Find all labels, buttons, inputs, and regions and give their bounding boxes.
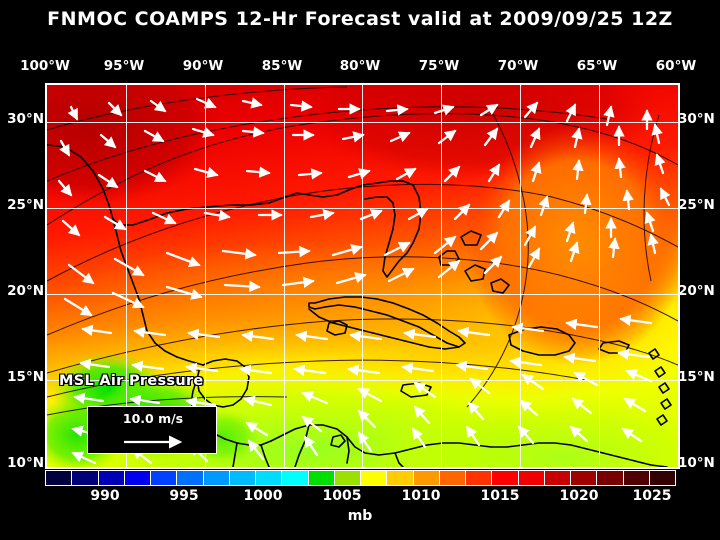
colorbar-segment-13 (387, 471, 414, 485)
lon-label-60w: 60°W (655, 58, 697, 74)
gridline-lon-75w (441, 85, 442, 467)
colorbar-segment-8 (256, 471, 283, 485)
colorbar-segment-7 (229, 471, 256, 485)
field-label: MSL Air Pressure (59, 373, 204, 389)
gridline-lon-90w (205, 85, 206, 467)
colorbar-segment-17 (492, 471, 519, 485)
colorbar-segment-0 (46, 471, 73, 485)
colorbar-tick-990: 990 (90, 488, 120, 504)
colorbar-segment-23 (649, 471, 675, 485)
lat-label-left-25n: 25°N (7, 197, 44, 213)
lon-label-100w: 100°W (20, 58, 70, 74)
lon-label-70w: 70°W (497, 58, 539, 74)
page-title: FNMOC COAMPS 12-Hr Forecast valid at 200… (47, 8, 673, 30)
lon-label-85w: 85°W (261, 58, 303, 74)
gridline-lon-95w (126, 85, 127, 467)
colorbar-segment-12 (361, 471, 388, 485)
lat-label-left-20n: 20°N (7, 283, 44, 299)
colorbar-segment-14 (413, 471, 440, 485)
colorbar-segment-3 (124, 471, 151, 485)
colorbar-segment-6 (203, 471, 230, 485)
colorbar-tick-1020: 1020 (559, 488, 599, 504)
gridline-lon-85w (284, 85, 285, 467)
gridline-lat-15n (47, 380, 678, 381)
lat-label-right-30n: 30°N (678, 111, 715, 127)
gridline-lat-25n (47, 208, 678, 209)
colorbar-tick-995: 995 (169, 488, 199, 504)
colorbar-tick-1025: 1025 (632, 488, 672, 504)
gridline-lat-30n (47, 122, 678, 123)
gridline-lon-80w (362, 85, 363, 467)
lat-label-left-10n: 10°N (7, 455, 44, 471)
colorbar-segment-16 (466, 471, 493, 485)
lat-label-right-20n: 20°N (678, 283, 715, 299)
colorbar-unit-label: mb (347, 508, 373, 524)
colorbar-segment-20 (571, 471, 598, 485)
lat-label-left-15n: 15°N (7, 369, 44, 385)
colorbar-segment-10 (308, 471, 335, 485)
colorbar-segment-18 (518, 471, 545, 485)
colorbar-segment-21 (597, 471, 624, 485)
lat-label-right-15n: 15°N (678, 369, 715, 385)
colorbar-tick-1015: 1015 (480, 488, 520, 504)
map-canvas: MSL Air Pressure 10.0 m/s (47, 85, 678, 467)
gridline-lon-70w (520, 85, 521, 467)
colorbar-tick-1005: 1005 (322, 488, 362, 504)
lat-label-right-25n: 25°N (678, 197, 715, 213)
colorbar-segment-19 (544, 471, 571, 485)
lat-label-left-30n: 30°N (7, 111, 44, 127)
lon-label-75w: 75°W (418, 58, 460, 74)
lat-label-right-10n: 10°N (678, 455, 715, 471)
colorbar-segment-15 (439, 471, 466, 485)
right-arrow-icon (88, 433, 218, 451)
vector-scale-box: 10.0 m/s (87, 406, 217, 454)
colorbar-tick-1000: 1000 (243, 488, 283, 504)
colorbar-segment-2 (98, 471, 125, 485)
colorbar-segment-9 (282, 471, 309, 485)
colorbar-segment-4 (151, 471, 178, 485)
gridline-lon-65w (599, 85, 600, 467)
vector-scale-label: 10.0 m/s (122, 411, 184, 426)
lon-label-95w: 95°W (103, 58, 145, 74)
lon-label-90w: 90°W (182, 58, 224, 74)
gridline-lat-20n (47, 294, 678, 295)
lon-label-80w: 80°W (339, 58, 381, 74)
colorbar-segment-22 (623, 471, 650, 485)
lon-label-65w: 65°W (576, 58, 618, 74)
colorbar-segment-5 (177, 471, 204, 485)
forecast-map[interactable]: MSL Air Pressure 10.0 m/s (45, 83, 680, 469)
colorbar-segment-1 (72, 471, 99, 485)
colorbar-tick-1010: 1010 (401, 488, 441, 504)
colorbar-segment-11 (334, 471, 361, 485)
pressure-colorbar[interactable] (45, 470, 676, 486)
